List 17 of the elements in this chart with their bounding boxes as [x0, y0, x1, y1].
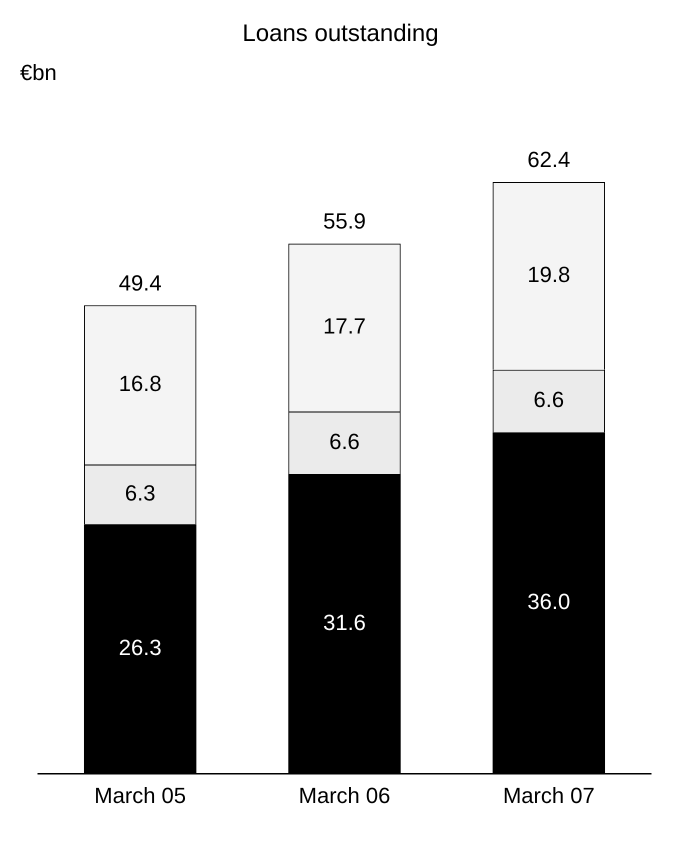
data-label: 36.0	[527, 589, 570, 614]
data-label: 26.3	[118, 635, 162, 660]
data-label: 19.8	[527, 262, 570, 287]
data-label: 17.7	[323, 314, 366, 339]
data-label: 31.6	[323, 610, 366, 635]
data-label: 6.3	[124, 480, 156, 506]
total-label: 49.4	[118, 270, 162, 296]
data-label: 6.6	[329, 428, 360, 454]
x-tick-label: March 07	[502, 782, 595, 808]
x-tick-label: March 05	[94, 782, 186, 808]
chart-title: Loans outstanding	[241, 20, 440, 48]
total-label: 62.4	[527, 147, 570, 172]
data-label: 16.8	[118, 370, 162, 396]
x-tick-label: March 06	[298, 782, 390, 808]
y-axis-title: €bn	[20, 60, 57, 86]
data-label: 6.6	[534, 387, 564, 412]
total-label: 55.9	[323, 208, 366, 234]
